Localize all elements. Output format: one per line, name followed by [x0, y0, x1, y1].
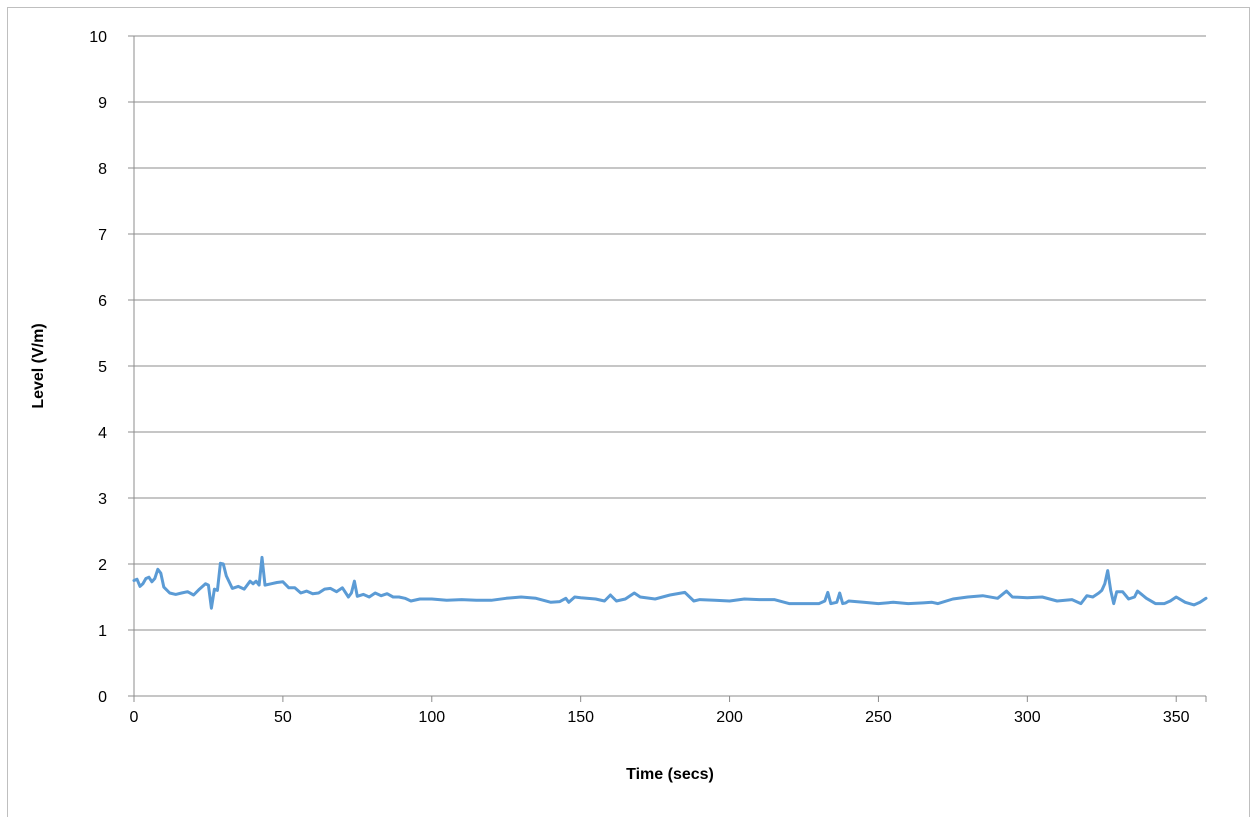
x-axis-title: Time (secs)	[626, 766, 714, 783]
series-layer	[132, 555, 1208, 610]
chart-area	[7, 7, 1250, 817]
x-tick-label: 250	[865, 709, 892, 726]
series-line-0	[132, 555, 1208, 610]
y-tick-label: 3	[98, 491, 107, 508]
y-tick-label: 9	[98, 95, 107, 112]
y-axis-title: Level (V/m)	[30, 323, 47, 408]
x-tick-label: 300	[1014, 709, 1041, 726]
gridlines	[134, 35, 1206, 631]
y-tick-label: 4	[98, 425, 107, 442]
y-tick-label: 2	[98, 557, 107, 574]
x-tick-label: 0	[130, 709, 139, 726]
y-tick-label: 7	[98, 227, 107, 244]
y-tick-label: 1	[98, 623, 107, 640]
y-tick-label: 5	[98, 359, 107, 376]
y-tick-label: 6	[98, 293, 107, 310]
x-tick-label: 50	[274, 709, 292, 726]
y-tick-label: 8	[98, 161, 107, 178]
x-tick-label: 350	[1163, 709, 1190, 726]
y-tick-label: 10	[89, 29, 107, 46]
x-tick-label: 200	[716, 709, 743, 726]
x-tick-label: 150	[567, 709, 594, 726]
y-tick-label: 0	[98, 689, 107, 706]
axes	[128, 35, 1207, 702]
x-tick-label: 100	[418, 709, 445, 726]
